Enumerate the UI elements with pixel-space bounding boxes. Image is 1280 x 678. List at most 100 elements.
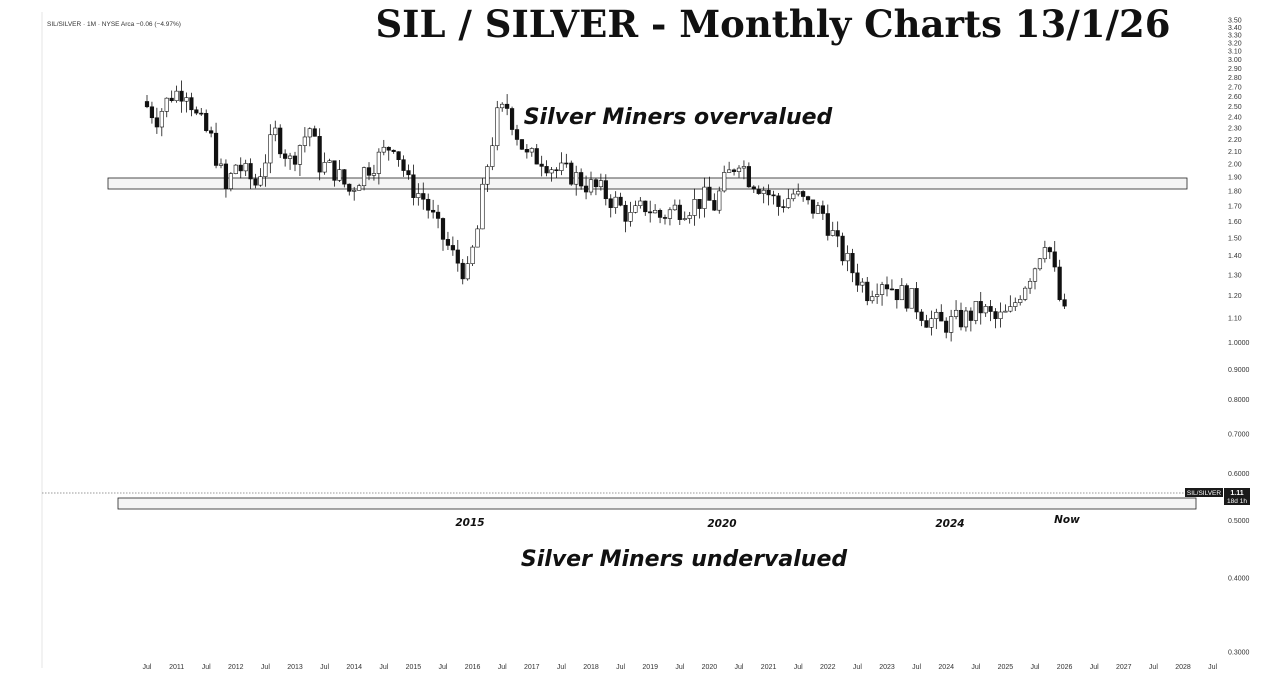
y-tick-label: 0.7000: [1228, 432, 1250, 439]
candle-body: [648, 211, 653, 214]
x-tick-label: Jul: [143, 664, 152, 671]
candle-body: [672, 204, 677, 211]
candle-body: [657, 209, 663, 218]
candle-body: [209, 130, 214, 134]
candle-body: [519, 139, 525, 150]
y-tick-label: 0.4000: [1228, 575, 1250, 582]
candle-body: [287, 155, 293, 159]
candle-body: [223, 163, 229, 189]
candle-body: [386, 146, 391, 151]
candle-body: [805, 196, 811, 201]
candle-body: [899, 285, 904, 301]
candle-body: [1037, 258, 1043, 270]
candle-body: [662, 217, 668, 219]
x-tick-label: 2012: [228, 664, 244, 671]
y-tick-label: 0.3000: [1228, 650, 1250, 657]
candle-body: [618, 196, 623, 206]
candle-body: [263, 162, 268, 177]
candle-body: [998, 311, 1003, 319]
y-tick-label: 1.20: [1228, 293, 1242, 300]
candle-body: [1057, 266, 1062, 300]
x-tick-label: Jul: [261, 664, 270, 671]
price-badge-value-bg: [1224, 488, 1250, 505]
candle-body: [697, 199, 702, 209]
candle-body: [909, 288, 914, 309]
candle-body: [850, 253, 855, 274]
candle-body: [243, 163, 248, 172]
candle-body: [1008, 306, 1013, 312]
candle-body: [322, 162, 327, 173]
candle-body: [475, 228, 480, 248]
y-tick-label: 1.40: [1228, 253, 1242, 260]
candle-body: [983, 306, 988, 314]
price-badge: SIL/SILVER 1.11 18d 1h: [1185, 488, 1250, 505]
candle-body: [352, 190, 357, 192]
candle-body: [391, 149, 396, 152]
x-tick-label: 2018: [583, 664, 599, 671]
candle-body: [731, 169, 737, 172]
y-tick-label: 1.80: [1228, 189, 1242, 196]
candle-body: [603, 180, 608, 200]
x-tick-label: 2011: [169, 664, 184, 671]
candle-body: [958, 309, 964, 328]
candle-body: [845, 253, 850, 262]
candle-body: [978, 301, 983, 314]
candle-body: [253, 178, 258, 186]
candle-body: [194, 109, 199, 114]
candle-body: [416, 193, 421, 198]
candle-body: [1027, 280, 1033, 289]
candle-body: [1042, 247, 1047, 260]
candle-body: [292, 155, 298, 165]
candle-body: [939, 311, 944, 322]
candle-body: [431, 209, 436, 213]
candle-body: [904, 285, 909, 309]
x-tick-label: 2028: [1175, 664, 1191, 671]
y-tick-label: 0.9000: [1228, 367, 1250, 374]
candle-body: [643, 200, 648, 213]
x-tick-label: 2017: [524, 664, 540, 671]
candle-body: [870, 296, 875, 302]
candle-body: [396, 151, 401, 160]
candle-body: [1013, 302, 1018, 307]
candle-body: [164, 97, 169, 112]
candle-body: [667, 209, 673, 219]
candle-body: [924, 320, 929, 328]
candle-body: [677, 204, 682, 220]
candle-body: [825, 213, 830, 236]
candle-body: [717, 190, 722, 211]
candle-body: [149, 106, 155, 119]
candle-body: [702, 186, 707, 209]
candle-body: [781, 206, 786, 208]
candle-body: [786, 198, 791, 208]
y-tick-label: 1.50: [1228, 235, 1242, 242]
candle-body: [889, 288, 895, 291]
candle-body: [855, 272, 860, 286]
candles-layer: [144, 80, 1067, 342]
candle-body: [963, 310, 969, 328]
candle-body: [707, 186, 712, 201]
y-tick-label: 1.90: [1228, 175, 1242, 182]
candle-body: [361, 167, 367, 187]
candle-body: [949, 316, 954, 333]
y-tick-label: 1.10: [1228, 315, 1242, 322]
candle-body: [406, 170, 411, 176]
candle-body: [653, 209, 658, 214]
candle-body: [539, 163, 544, 167]
candle-body: [366, 167, 372, 176]
candle-body: [559, 162, 564, 171]
candle-body: [228, 173, 233, 189]
candle-body: [875, 294, 880, 297]
candle-body: [307, 128, 312, 138]
candle-body: [840, 235, 845, 262]
price-badge-symbol-bg: [1185, 488, 1223, 497]
candle-body: [1052, 251, 1057, 268]
candle-body: [727, 169, 732, 173]
candle-body: [934, 311, 939, 319]
candle-body: [204, 113, 209, 131]
x-axis: Jul 2011 Jul 2012 Jul 2013 Jul 2014 Jul 2015 Jul 20…: [143, 664, 1218, 671]
x-tick-label: 2016: [465, 664, 481, 671]
candle-body: [776, 195, 781, 207]
x-tick-label: Jul: [853, 664, 862, 671]
candle-body: [524, 149, 529, 153]
y-tick-label: 0.6000: [1228, 471, 1250, 478]
